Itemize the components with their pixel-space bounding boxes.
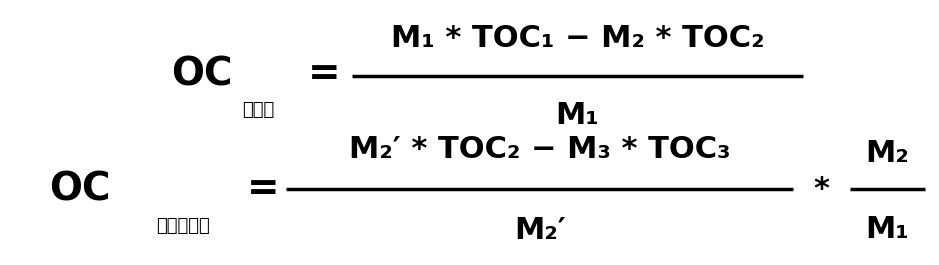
Text: M₂′: M₂′ [514,216,566,245]
Text: M₁: M₁ [556,101,599,130]
Text: =: = [308,55,340,93]
Text: 矿物复合态: 矿物复合态 [156,217,210,235]
Text: OC: OC [171,55,233,93]
Text: =: = [247,170,279,209]
Text: 游离态: 游离态 [242,101,274,119]
Text: OC: OC [49,170,111,209]
Text: *: * [813,175,830,204]
Text: M₂′ * TOC₂ − M₃ * TOC₃: M₂′ * TOC₂ − M₃ * TOC₃ [349,135,731,164]
Text: M₁ * TOC₁ − M₂ * TOC₂: M₁ * TOC₁ − M₂ * TOC₂ [391,24,764,53]
Text: M₂: M₂ [866,139,909,168]
Text: M₁: M₁ [866,215,909,244]
